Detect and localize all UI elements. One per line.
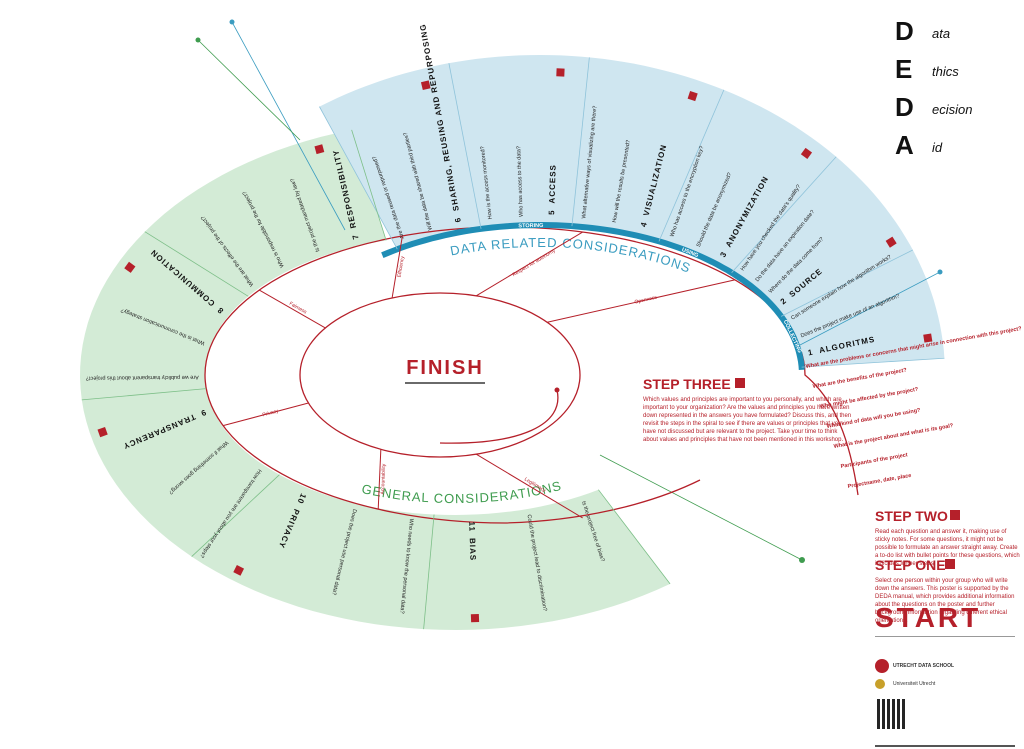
start: START [875, 602, 982, 633]
step-three: STEP THREE Which values and principles a… [643, 376, 853, 445]
section-icon [124, 261, 136, 273]
section-number: 2 [779, 296, 789, 306]
section-divider [801, 357, 945, 368]
section-icon [420, 80, 431, 91]
step-title: STEP TWO [875, 508, 948, 524]
step-text: Read each question and answer it, making… [875, 529, 1020, 568]
value-spoke [475, 453, 583, 519]
step-title: STEP THREE [643, 376, 731, 392]
section-title: 11 BIAS [467, 521, 477, 561]
section-number: 7 [351, 233, 361, 240]
section-number: 8 [215, 305, 225, 315]
step-icon [735, 378, 745, 388]
section-icon [233, 565, 245, 576]
value-spoke [222, 402, 309, 427]
section-number: 6 [453, 216, 463, 223]
section-divider [571, 57, 590, 227]
logo-letter: D [895, 16, 914, 46]
section-divider [423, 514, 435, 630]
logo-word: ata [932, 26, 950, 41]
decoration [195, 19, 943, 563]
section-divider [81, 388, 207, 401]
value-label: Privacy [262, 408, 280, 418]
section-number: 1 [807, 348, 814, 358]
value-label: Respect for autonomy [511, 248, 556, 279]
section-icon [923, 333, 933, 343]
section-number: 5 [547, 209, 556, 215]
section-divider [351, 129, 387, 241]
footer: UTRECHT DATA SCHOOL Universiteit Utrecht [875, 636, 1015, 747]
logo-word: ecision [932, 102, 972, 117]
logo-icon [875, 659, 889, 673]
step-text: Select one person within your group who … [875, 578, 1015, 625]
spiral-question: Projectname, date, place [847, 473, 912, 490]
section-icon [885, 236, 897, 248]
section-divider [144, 231, 249, 297]
section-divider [658, 89, 725, 242]
value-label: Accountability [380, 463, 387, 495]
section-name: ACCESS [548, 164, 558, 204]
general-band [80, 129, 671, 630]
value-spoke [391, 235, 403, 299]
section-number: 9 [199, 408, 208, 418]
finish-title: FINISH [406, 357, 484, 379]
section-name: BIAS [468, 538, 478, 561]
question: Who has access to the data? [516, 146, 525, 217]
section-icon [314, 144, 325, 155]
qr-code [877, 699, 907, 729]
step-two: STEP TWO Read each question and answer i… [875, 508, 1020, 568]
section-icon [800, 147, 813, 159]
section-number: 11 [467, 521, 476, 532]
step-title: STEP ONE [875, 557, 946, 573]
logo-icon [875, 679, 885, 689]
section-title: 5 ACCESS [547, 164, 558, 215]
value-label: Efficiency [397, 255, 406, 277]
value-label: Openness [634, 295, 658, 306]
section-number: 4 [639, 221, 649, 228]
value-spoke [259, 289, 326, 329]
section-divider [731, 156, 837, 273]
section-number: 3 [718, 250, 729, 259]
value-spoke [547, 279, 735, 323]
value-spoke [475, 231, 583, 297]
question: Are we publicly transparent about this p… [86, 374, 199, 381]
spiral-end [554, 387, 560, 393]
section-icon [470, 613, 480, 623]
step-one: STEP ONE Select one person within your g… [875, 557, 1020, 626]
logo-letter: E [895, 54, 912, 84]
logo-letter: D [895, 92, 914, 122]
logo-word: thics [932, 64, 959, 79]
section-icon [687, 91, 698, 102]
footer-rule [875, 745, 1015, 747]
inner-spiral [439, 389, 559, 444]
step-text: Which values and principles are importan… [643, 397, 852, 444]
section-divider [191, 474, 280, 557]
step-icon [950, 510, 960, 520]
data-band [319, 55, 945, 368]
inner-ellipse [299, 292, 581, 458]
step-icon [945, 559, 955, 569]
section-divider [598, 489, 671, 585]
footer-text: UTRECHT DATA SCHOOL [893, 663, 955, 669]
phase-label: STORING [518, 223, 543, 229]
logo-letter: A [895, 130, 914, 160]
data-arc [381, 222, 805, 371]
section-divider [319, 106, 398, 250]
section-number: 10 [295, 492, 308, 506]
footer-text: Universiteit Utrecht [893, 681, 936, 687]
section-divider [780, 249, 913, 317]
value-spoke [377, 449, 382, 510]
section-icon [97, 426, 108, 438]
logo-word: id [932, 140, 943, 155]
section-icon [556, 68, 565, 77]
section-divider [448, 63, 482, 229]
